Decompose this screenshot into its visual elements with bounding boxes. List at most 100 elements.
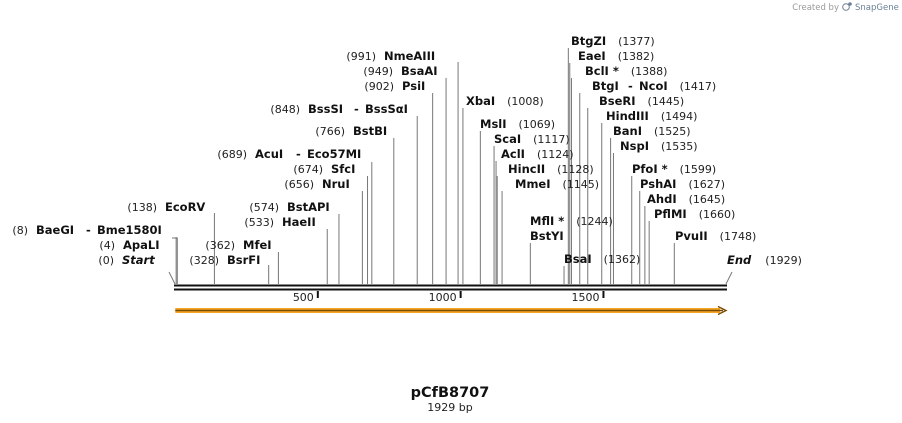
site-name: MslI — [480, 117, 507, 131]
site-label[interactable]: EaeI (1382) — [578, 49, 654, 63]
site-name: MmeI — [515, 177, 551, 191]
site-label[interactable]: PvuII (1748) — [675, 229, 756, 243]
site-name: HindIII — [606, 109, 649, 123]
site-position: (902) — [364, 80, 394, 93]
site-label[interactable]: PshAI (1627) — [640, 177, 725, 191]
site-label[interactable]: MflI * (1244) — [530, 214, 613, 228]
snapgene-logo-icon — [842, 2, 852, 11]
site-label[interactable]: ScaI (1117) — [494, 132, 570, 146]
site-name: NmeAIII — [384, 49, 435, 63]
site-name: BssSI — [308, 102, 343, 116]
site-position: (766) — [315, 125, 345, 138]
site-name: Start — [122, 253, 155, 267]
site-label[interactable]: Start (0) — [98, 253, 155, 267]
site-name-alt: BssSαI — [365, 102, 408, 116]
site-label[interactable]: NruI (656) — [284, 177, 349, 191]
site-name: NruI — [322, 177, 350, 191]
site-label[interactable]: BstYI — [530, 229, 564, 243]
site-position: (1494) — [661, 110, 698, 123]
site-position: (656) — [284, 178, 314, 191]
site-name: BanI — [613, 124, 642, 138]
site-label[interactable]: AclI (1124) — [501, 147, 574, 161]
site-position: (1145) — [563, 178, 600, 191]
site-position: (1128) — [557, 163, 594, 176]
site-position: (1124) — [537, 148, 574, 161]
site-position: (0) — [98, 254, 114, 267]
site-position: (328) — [189, 254, 219, 267]
map-length: 1929 bp — [427, 401, 472, 414]
site-connector — [172, 237, 178, 284]
site-name-separator: - — [86, 223, 91, 237]
site-label[interactable]: PfoI * (1599) — [632, 162, 716, 176]
site-label[interactable]: MfeI (362) — [205, 238, 271, 252]
site-name: ApaLI — [123, 238, 160, 252]
site-star: * — [558, 214, 564, 228]
site-label[interactable]: SfcI (674) — [293, 162, 355, 176]
site-name-separator: - — [354, 102, 359, 116]
site-name: MfeI — [243, 238, 272, 252]
site-name: BseRI — [599, 94, 636, 108]
site-name: EaeI — [578, 49, 606, 63]
site-position: (1660) — [699, 208, 736, 221]
site-label[interactable]: PflMI (1660) — [654, 207, 735, 221]
backbone — [174, 284, 727, 291]
site-name-alt: Bme1580I — [97, 223, 162, 237]
site-star: * — [662, 162, 668, 176]
site-label[interactable]: AcuI - Eco57MI (689) — [217, 147, 361, 161]
site-label[interactable]: AhdI (1645) — [647, 192, 725, 206]
site-name: BtgI — [592, 79, 619, 93]
site-position: (1599) — [680, 163, 717, 176]
site-name: BsaI — [564, 252, 592, 266]
site-label[interactable]: PsiI (902) — [364, 79, 425, 93]
site-position: (1382) — [618, 50, 655, 63]
site-position: (1645) — [689, 193, 726, 206]
site-name-separator: - — [296, 147, 301, 161]
site-label[interactable]: HindIII (1494) — [606, 109, 697, 123]
site-name: PflMI — [654, 207, 687, 221]
site-label[interactable]: BaeGI - Bme1580I (8) — [12, 223, 161, 237]
site-position: (949) — [363, 65, 393, 78]
site-name: BclI — [585, 64, 609, 78]
site-label[interactable]: HincII (1128) — [508, 162, 594, 176]
site-connectors — [168, 48, 733, 285]
site-name: AcuI — [255, 147, 283, 161]
scale-tick-label: 500 — [293, 291, 314, 304]
site-label[interactable]: End (1929) — [727, 253, 802, 267]
site-position: (1748) — [720, 230, 757, 243]
site-label[interactable]: BstAPI (574) — [249, 200, 329, 214]
site-label[interactable]: MmeI (1145) — [515, 177, 599, 191]
site-label[interactable]: EcoRV (138) — [127, 200, 205, 214]
site-name: HincII — [508, 162, 545, 176]
site-label[interactable]: BtgI - NcoI (1417) — [592, 79, 716, 93]
site-label[interactable]: BtgZI (1377) — [571, 34, 655, 48]
site-label[interactable]: NspI (1535) — [620, 139, 698, 153]
site-connector — [725, 271, 733, 285]
site-label[interactable]: NmeAIII (991) — [346, 49, 435, 63]
site-label[interactable]: ApaLI (4) — [99, 238, 159, 252]
site-label[interactable]: BsaI (1362) — [564, 252, 640, 266]
site-label[interactable]: BanI (1525) — [613, 124, 691, 138]
site-name: PvuII — [675, 229, 708, 243]
site-position: (848) — [270, 103, 300, 116]
site-name: BsrFI — [227, 253, 260, 267]
site-label[interactable]: BsaAI (949) — [363, 64, 437, 78]
site-label[interactable]: BseRI (1445) — [599, 94, 684, 108]
site-label[interactable]: HaeII (533) — [244, 215, 315, 229]
site-label[interactable]: BssSI - BssSαI (848) — [270, 102, 408, 116]
feature-track — [175, 305, 728, 316]
site-label[interactable]: BstBI (766) — [315, 124, 387, 138]
site-position: (674) — [293, 163, 323, 176]
feature-arrow-head — [717, 305, 728, 316]
site-name: SfcI — [331, 162, 355, 176]
site-label[interactable]: MslI (1069) — [480, 117, 555, 131]
site-name: AclI — [501, 147, 525, 161]
site-position: (1362) — [604, 253, 641, 266]
site-label[interactable]: BsrFI (328) — [189, 253, 260, 267]
site-label[interactable]: XbaI (1008) — [466, 94, 544, 108]
site-name: AhdI — [647, 192, 677, 206]
site-name: PsiI — [402, 79, 425, 93]
site-position: (1008) — [507, 95, 544, 108]
site-name: BaeGI — [36, 223, 74, 237]
site-label[interactable]: BclI * (1388) — [585, 64, 667, 78]
